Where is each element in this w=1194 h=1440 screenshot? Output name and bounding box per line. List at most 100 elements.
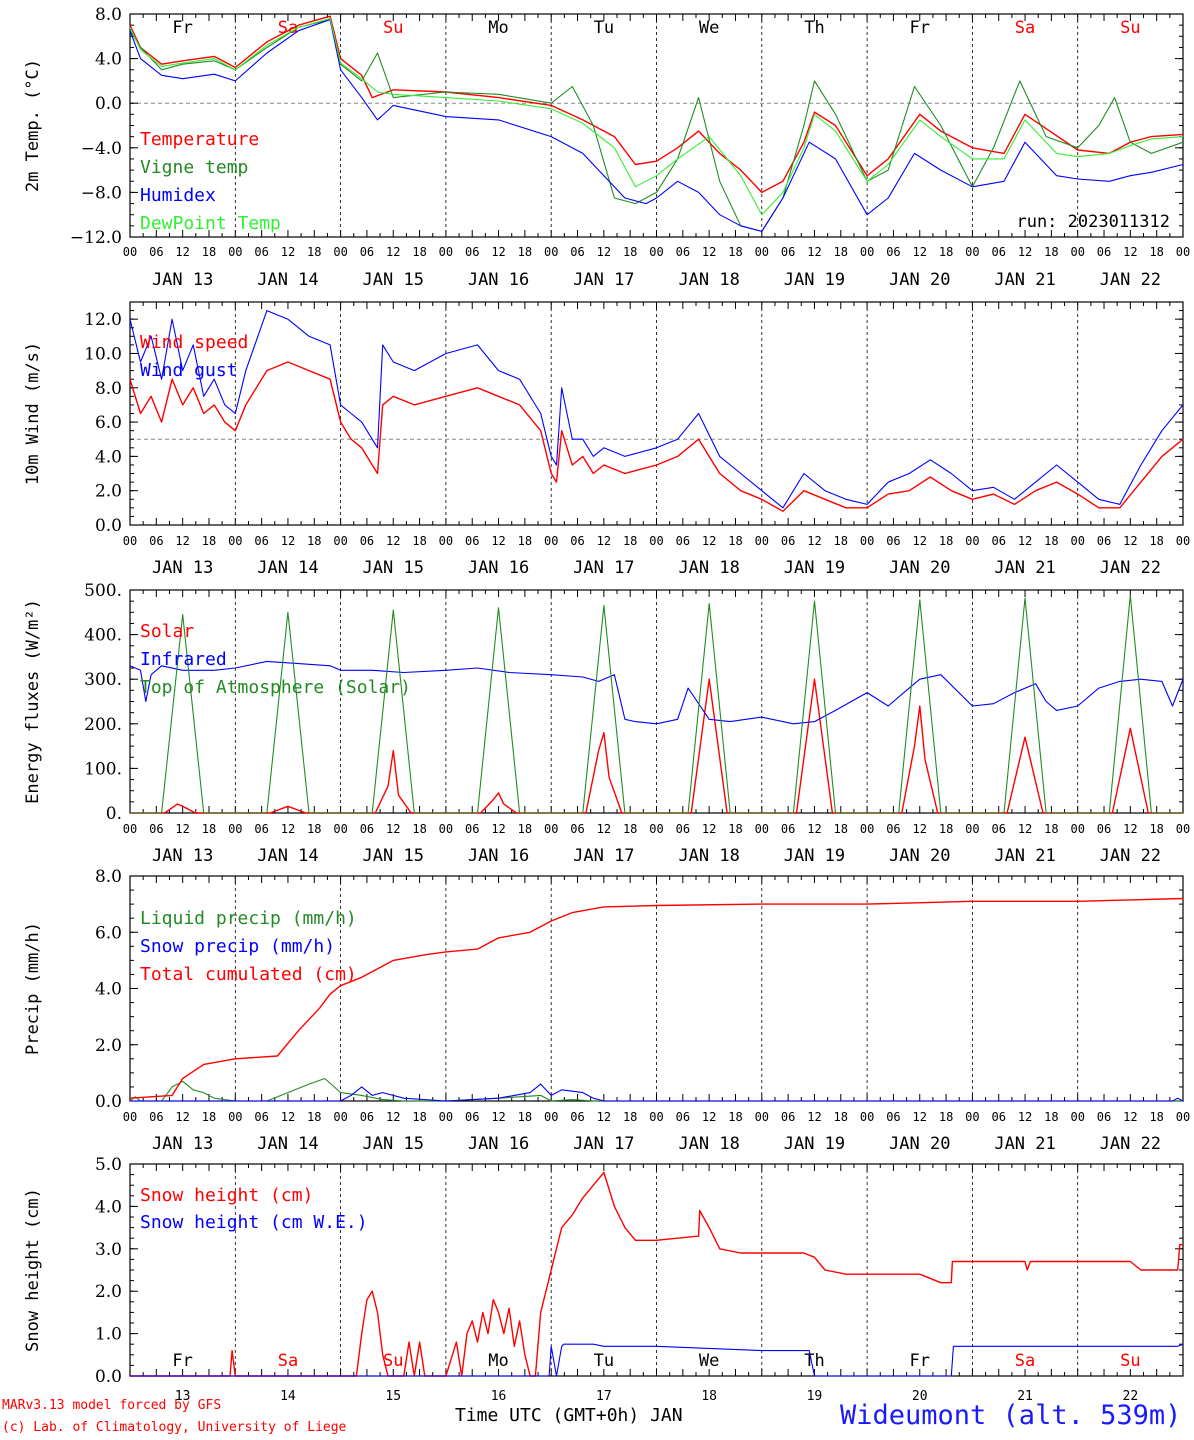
weekday-label: Fr (910, 1351, 930, 1371)
hour-tick-label: 12 (386, 534, 400, 548)
hour-tick-label: 12 (386, 245, 400, 259)
hour-tick-label: 18 (1149, 822, 1163, 836)
date-label: JAN 15 (363, 558, 424, 578)
weekday-label: Su (383, 18, 403, 38)
hour-tick-label: 00 (228, 534, 242, 548)
hour-tick-label: 18 (939, 822, 953, 836)
hour-tick-label: 18 (518, 822, 532, 836)
y-tick-label: 4.0 (95, 1197, 122, 1217)
hour-tick-label: 00 (544, 245, 558, 259)
y-axis-label: Precip (mm/h) (23, 922, 43, 1055)
date-label: JAN 21 (994, 270, 1055, 290)
date-label: JAN 17 (573, 270, 634, 290)
y-tick-label: 0. (106, 804, 122, 824)
series-dewpoint-temp (129, 17, 1184, 216)
hour-tick-label: 12 (491, 822, 505, 836)
hour-tick-label: 12 (597, 822, 611, 836)
legend-entry: Top of Atmosphere (Solar) (140, 677, 411, 698)
series-snow-height-cm-w-e (130, 1343, 1184, 1377)
hour-tick-label: 06 (465, 245, 479, 259)
hour-tick-label: 12 (597, 534, 611, 548)
weekday-label: We (699, 18, 719, 38)
hour-tick-label: 00 (228, 1110, 242, 1124)
weekday-label: Sa (1015, 18, 1035, 38)
date-label: JAN 16 (468, 558, 529, 578)
y-tick-label: 4.0 (95, 980, 122, 1000)
hour-tick-label: 12 (597, 245, 611, 259)
hour-tick-label: 06 (781, 822, 795, 836)
hour-tick-label: 00 (860, 534, 874, 548)
hour-tick-label: 18 (307, 245, 321, 259)
day-number-label: 22 (1123, 1389, 1139, 1404)
hour-tick-label: 00 (544, 1110, 558, 1124)
y-tick-label: 3.0 (95, 1240, 122, 1260)
date-label: JAN 13 (152, 1134, 213, 1154)
hour-tick-label: 00 (439, 245, 453, 259)
legend-entry: Temperature (140, 129, 259, 150)
date-label: JAN 13 (152, 846, 213, 866)
weekday-label: Fr (172, 1351, 192, 1371)
hour-tick-label: 18 (1149, 1110, 1163, 1124)
hour-tick-label: 06 (149, 245, 163, 259)
hour-tick-label: 12 (702, 1110, 716, 1124)
y-tick-label: 0.0 (95, 94, 122, 114)
hour-tick-label: 00 (123, 245, 137, 259)
legend-entry: Wind speed (140, 332, 248, 353)
date-label: JAN 13 (152, 558, 213, 578)
weekday-label: Fr (910, 18, 930, 38)
legend-entry: Liquid precip (mm/h) (140, 908, 357, 929)
hour-tick-label: 18 (623, 1110, 637, 1124)
legend-entry: Snow height (cm W.E.) (140, 1212, 368, 1233)
series-wind-speed (129, 361, 1184, 512)
date-label: JAN 13 (152, 270, 213, 290)
hour-tick-label: 00 (1176, 534, 1190, 548)
hour-tick-label: 06 (360, 822, 374, 836)
hour-tick-label: 18 (412, 1110, 426, 1124)
hour-tick-label: 00 (1070, 1110, 1084, 1124)
hour-tick-label: 06 (254, 1110, 268, 1124)
hour-tick-label: 00 (755, 1110, 769, 1124)
hour-tick-label: 12 (807, 822, 821, 836)
hour-tick-label: 00 (649, 1110, 663, 1124)
hour-tick-label: 12 (281, 245, 295, 259)
day-number-label: 18 (701, 1389, 717, 1404)
hour-tick-label: 00 (123, 822, 137, 836)
hour-tick-label: 00 (965, 534, 979, 548)
hour-tick-label: 00 (333, 534, 347, 548)
hour-tick-label: 00 (123, 534, 137, 548)
hour-tick-label: 12 (175, 822, 189, 836)
hour-tick-label: 06 (676, 822, 690, 836)
hour-tick-label: 12 (702, 534, 716, 548)
hour-tick-label: 00 (1070, 822, 1084, 836)
y-axis-label: Snow height (cm) (23, 1188, 43, 1352)
legend-entry: Humidex (140, 185, 216, 206)
hour-tick-label: 18 (623, 822, 637, 836)
date-label: JAN 15 (363, 270, 424, 290)
series-humidex (129, 19, 1184, 232)
series-wind-gust (129, 310, 1184, 509)
series-top-of-atmosphere-solar (130, 594, 1183, 814)
y-tick-label: 10.0 (84, 344, 122, 364)
hour-tick-label: 12 (913, 822, 927, 836)
hour-tick-label: 18 (518, 1110, 532, 1124)
hour-tick-label: 06 (1097, 245, 1111, 259)
hour-tick-label: 00 (965, 245, 979, 259)
weekday-label: Su (1120, 1351, 1140, 1371)
y-tick-label: 0.0 (95, 516, 122, 536)
hour-tick-label: 12 (491, 245, 505, 259)
hour-tick-label: 00 (333, 1110, 347, 1124)
hour-tick-label: 00 (544, 822, 558, 836)
hour-tick-label: 06 (254, 822, 268, 836)
hour-tick-label: 06 (886, 1110, 900, 1124)
hour-tick-label: 00 (860, 822, 874, 836)
hour-tick-label: 18 (307, 534, 321, 548)
hour-tick-label: 06 (465, 822, 479, 836)
day-number-label: 16 (491, 1389, 507, 1404)
hour-tick-label: 06 (570, 534, 584, 548)
hour-tick-label: 06 (991, 245, 1005, 259)
hour-tick-label: 12 (1018, 245, 1032, 259)
y-tick-label: −8.0 (81, 183, 122, 203)
y-tick-label: −12.0 (70, 228, 122, 248)
date-label: JAN 14 (257, 270, 318, 290)
